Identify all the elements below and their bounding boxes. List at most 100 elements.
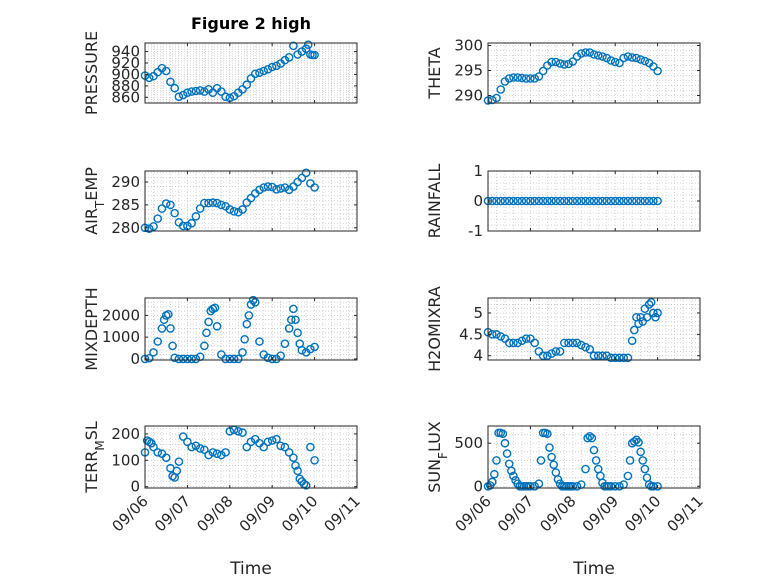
data-point (623, 196, 633, 206)
data-point (593, 196, 603, 206)
data-point (504, 196, 514, 206)
data-point (166, 77, 175, 87)
data-point (553, 475, 563, 484)
data-point (509, 471, 518, 481)
data-point (591, 456, 601, 465)
data-point (555, 196, 565, 206)
data-point (191, 441, 201, 451)
data-point (534, 479, 544, 488)
data-point (149, 348, 158, 357)
data-point (598, 351, 607, 361)
data-point (170, 208, 179, 218)
data-point (547, 57, 556, 67)
data-point (555, 59, 565, 68)
axes-box (144, 425, 358, 489)
y-tick-label: 0 (130, 350, 140, 368)
data-point (623, 353, 633, 363)
data-point (200, 87, 209, 96)
data-point (210, 303, 220, 313)
data-point (187, 218, 196, 228)
data-point (640, 196, 650, 206)
data-point (627, 336, 637, 346)
data-point (159, 315, 169, 325)
data-point (526, 74, 535, 83)
data-point (225, 205, 235, 214)
data-point (187, 354, 196, 364)
data-point (583, 433, 592, 443)
data-point (551, 196, 561, 206)
data-point (174, 457, 184, 466)
data-point (225, 354, 235, 364)
data-point (204, 317, 213, 327)
data-point (606, 481, 616, 491)
y-axis-title-part: M (93, 440, 107, 450)
data-point (526, 481, 535, 491)
y-tick-label: 200 (111, 425, 140, 443)
y-axis-title: TERRMSL (82, 421, 107, 494)
y-tick-label: 1 (473, 162, 483, 180)
data-point (291, 461, 300, 470)
data-point (634, 438, 643, 447)
y-axis-title-part: TERR (82, 451, 101, 494)
y-axis-title: H2OMIXRA (425, 286, 444, 372)
data-point (267, 62, 277, 72)
data-point (649, 196, 658, 206)
data-point (572, 481, 582, 491)
y-tick-label: 940 (111, 43, 140, 61)
data-point (217, 450, 226, 460)
data-point (602, 53, 612, 63)
data-point (229, 207, 239, 216)
y-tick-label: -1 (468, 222, 483, 240)
data-point (587, 433, 597, 443)
data-point (576, 340, 586, 350)
data-point (204, 198, 213, 208)
data-point (615, 58, 624, 68)
subplot-2: 290 295 300 THETA (425, 37, 701, 105)
y-tick-label: 2000 (102, 306, 140, 324)
y-tick-label: 920 (111, 54, 140, 72)
y-axis-title-part: RAINFALL (425, 164, 444, 239)
data-point (250, 298, 260, 307)
data-point (267, 354, 277, 364)
data-point (272, 185, 281, 194)
data-point (649, 481, 658, 491)
data-point (492, 456, 501, 465)
data-point (195, 86, 205, 95)
data-point (619, 53, 628, 63)
data-point (276, 441, 285, 451)
data-point (240, 335, 249, 344)
data-point (280, 183, 290, 192)
data-point (221, 448, 230, 457)
data-point (636, 447, 645, 457)
y-axis-title-part: T (93, 200, 107, 209)
data-point (178, 90, 188, 100)
data-point (502, 449, 512, 458)
data-point (589, 351, 599, 361)
data-point (191, 86, 201, 96)
data-point (589, 445, 599, 455)
y-axis-title-part: MIXDEPTH (82, 287, 101, 370)
data-point (280, 55, 290, 65)
data-point (492, 93, 501, 103)
axes-box (144, 42, 358, 104)
data-point (625, 456, 635, 465)
data-point (534, 196, 544, 206)
data-point (244, 311, 254, 320)
data-point (255, 185, 264, 195)
y-tick-label: 500 (454, 434, 483, 452)
data-point (255, 337, 264, 346)
data-point (538, 196, 548, 206)
y-tick-label: 860 (111, 88, 140, 106)
data-point (606, 353, 616, 363)
data-point (619, 196, 628, 206)
data-point (291, 315, 300, 325)
data-point (297, 47, 307, 56)
subplot-4: -1 0 1 RAINFALL (425, 162, 701, 240)
data-point (208, 198, 218, 207)
data-point (168, 341, 177, 351)
data-point (610, 57, 620, 67)
data-point (521, 196, 531, 206)
data-point (530, 338, 539, 348)
data-point (623, 52, 633, 61)
data-point (560, 338, 569, 348)
